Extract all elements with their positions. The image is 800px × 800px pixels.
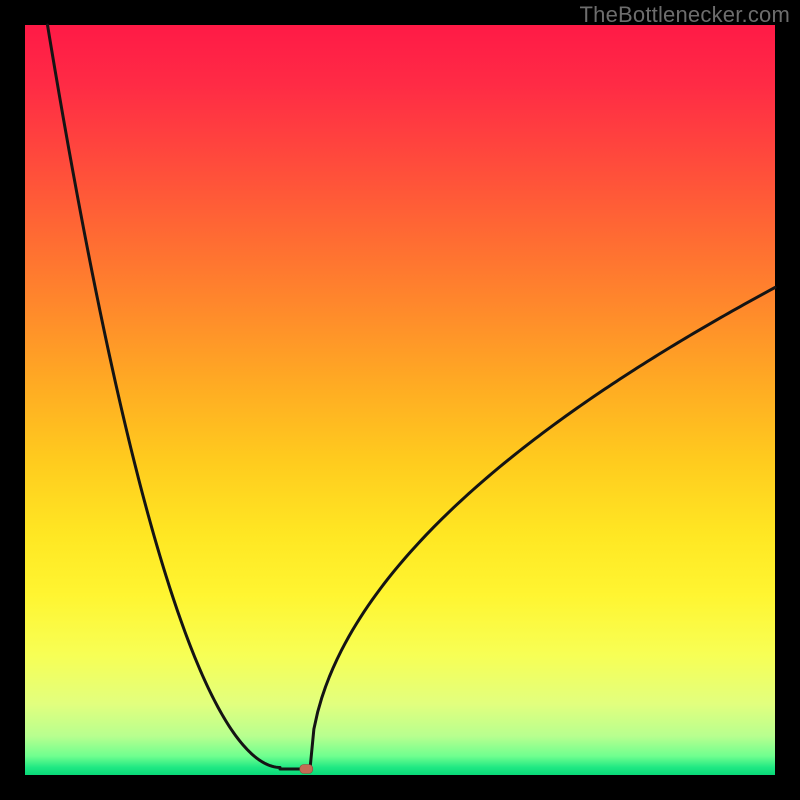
chart-svg bbox=[0, 0, 800, 800]
minimum-marker bbox=[300, 765, 313, 774]
plot-background bbox=[25, 25, 775, 775]
chart-stage: TheBottlenecker.com bbox=[0, 0, 800, 800]
